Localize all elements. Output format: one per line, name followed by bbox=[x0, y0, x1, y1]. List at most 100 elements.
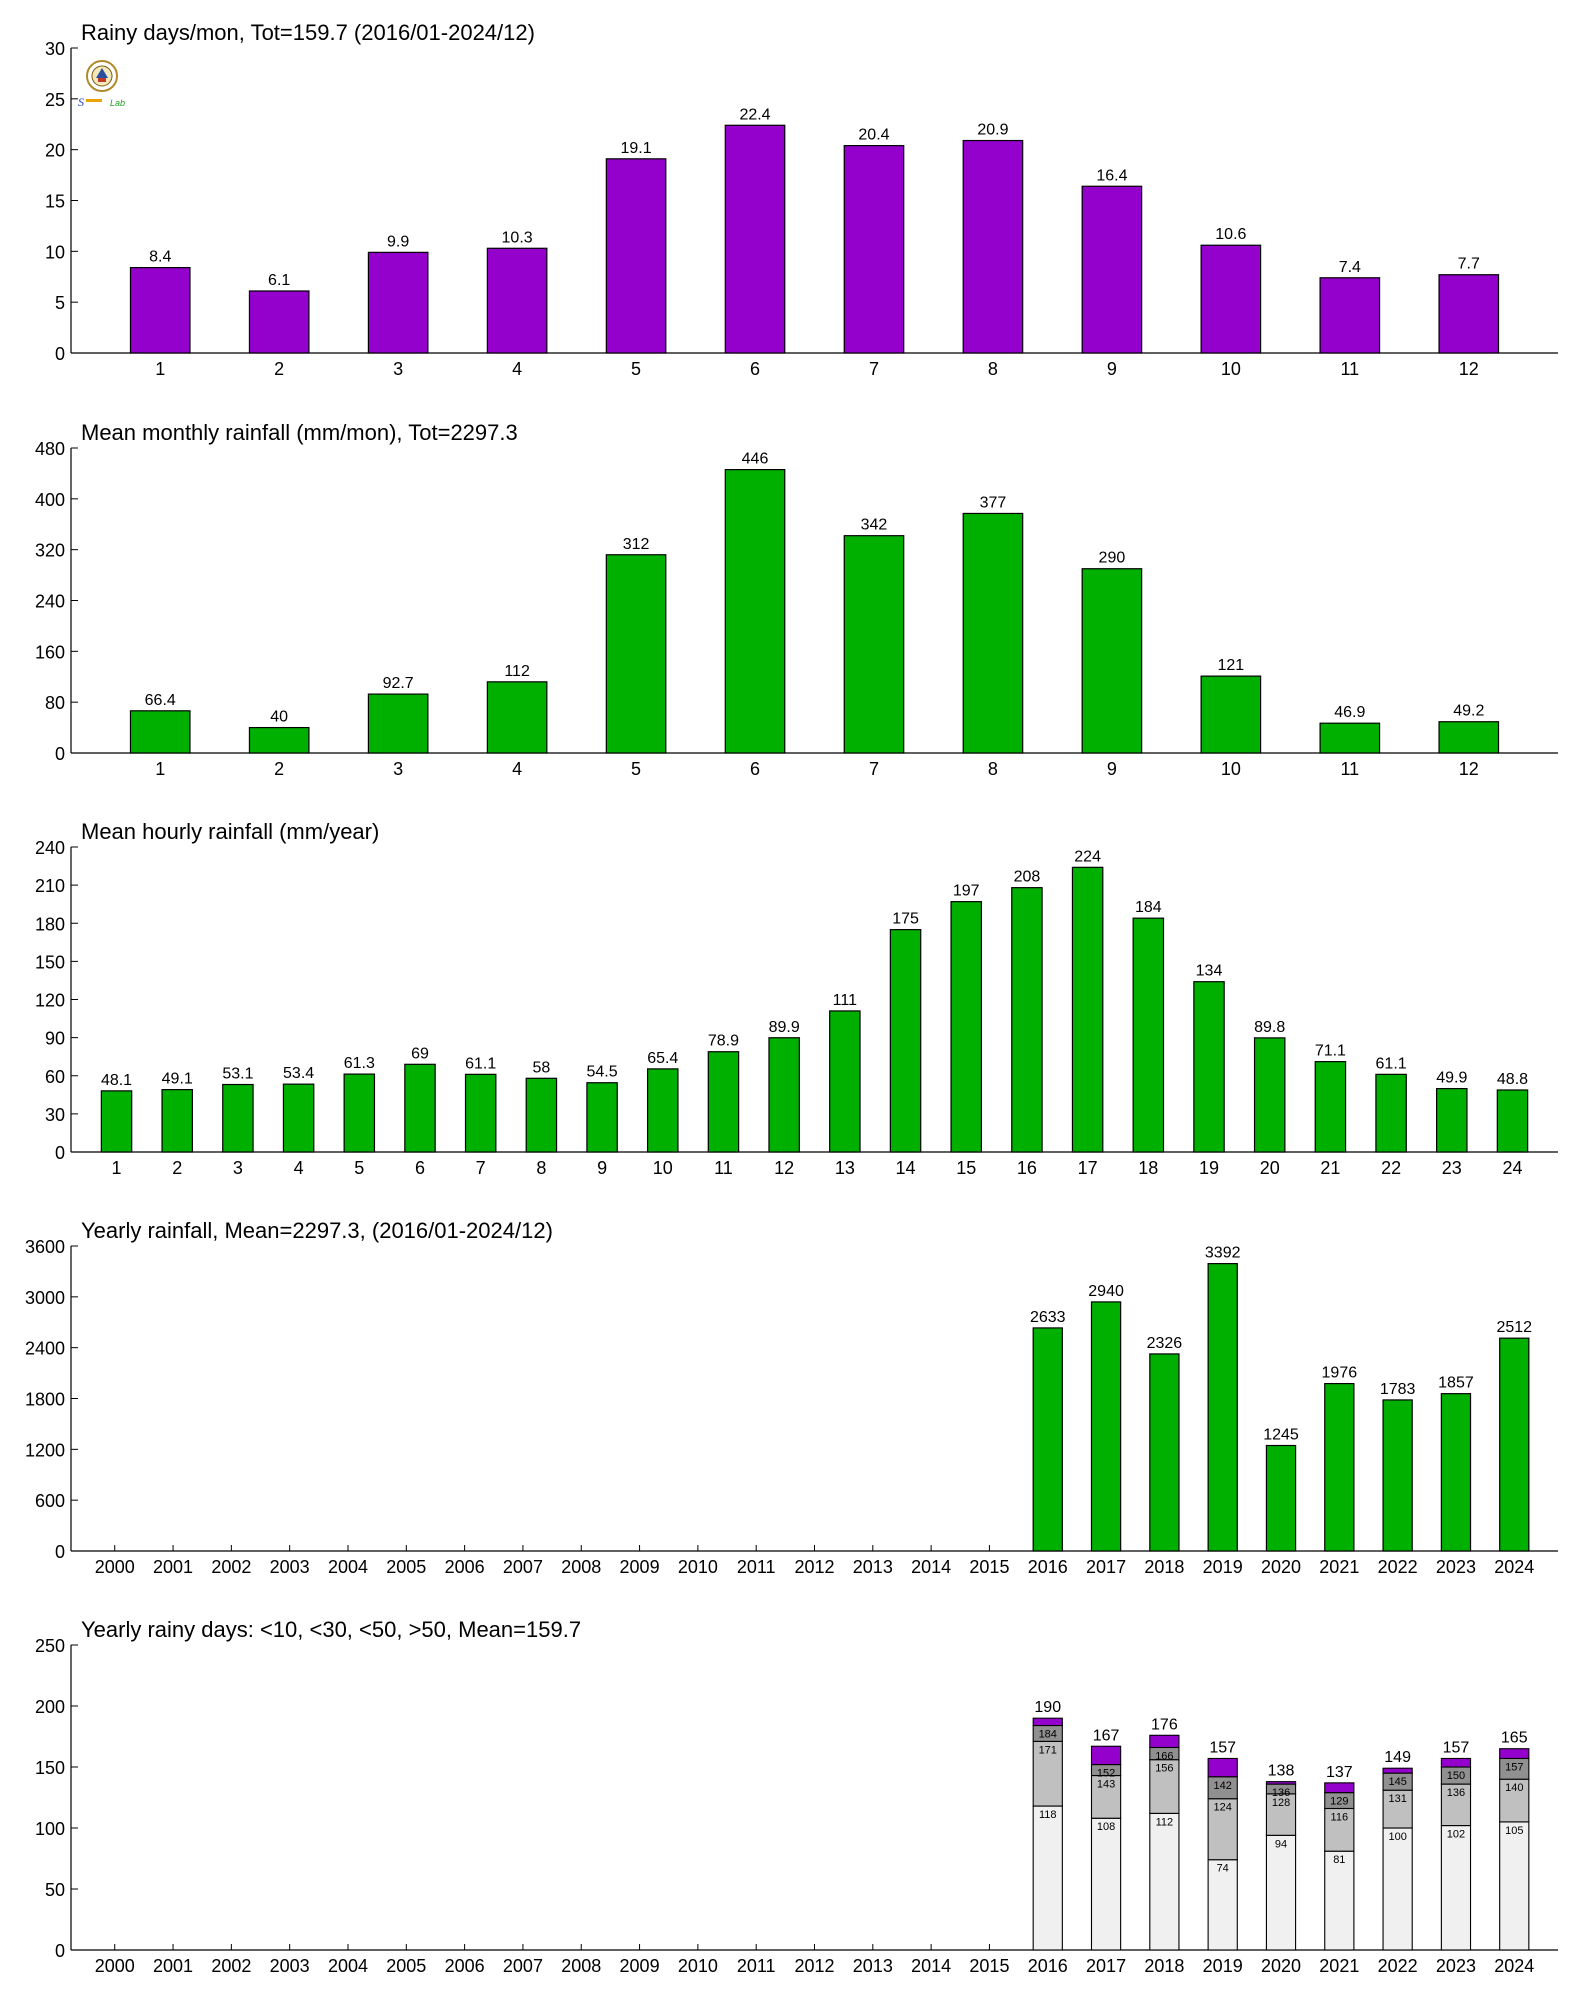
y-tick-label: 25 bbox=[45, 90, 65, 110]
y-tick-label: 250 bbox=[35, 1636, 65, 1656]
segment-value-label: 112 bbox=[1156, 1816, 1174, 1828]
chart-panel-3: Mean hourly rainfall (mm/year)0306090120… bbox=[35, 819, 1558, 1178]
bar bbox=[1499, 1337, 1530, 1552]
bar bbox=[1132, 917, 1165, 1153]
bar bbox=[1011, 887, 1043, 1153]
x-tick-label: 2008 bbox=[561, 1557, 601, 1577]
bar-value-label: 446 bbox=[742, 451, 769, 468]
y-tick-label: 5 bbox=[55, 293, 65, 313]
bar bbox=[525, 1077, 558, 1153]
bar-value-label: 184 bbox=[1135, 899, 1162, 916]
y-tick-label: 210 bbox=[35, 876, 65, 896]
bar-total-label: 149 bbox=[1384, 1749, 1411, 1766]
y-tick-label: 320 bbox=[35, 541, 65, 561]
x-tick-label: 2003 bbox=[270, 1557, 310, 1577]
chart-title: Rainy days/mon, Tot=159.7 (2016/01-2024/… bbox=[81, 20, 535, 45]
x-tick-label: 2020 bbox=[1261, 1557, 1301, 1577]
x-tick-label: 2019 bbox=[1203, 1557, 1243, 1577]
bar-value-label: 61.3 bbox=[344, 1055, 375, 1072]
bar-value-label: 290 bbox=[1099, 550, 1126, 567]
bar bbox=[486, 247, 548, 354]
stacked-segment-lt30 bbox=[1149, 1759, 1180, 1814]
bar-value-label: 197 bbox=[953, 883, 980, 900]
bar-value-label: 53.4 bbox=[283, 1065, 314, 1082]
segment-value-label: 142 bbox=[1214, 1780, 1232, 1792]
bar bbox=[367, 693, 429, 754]
x-tick-label: 7 bbox=[869, 759, 879, 779]
bar-value-label: 7.7 bbox=[1458, 256, 1480, 273]
stacked-segment-lt10 bbox=[1324, 1850, 1355, 1951]
x-tick-label: 2001 bbox=[153, 1557, 193, 1577]
bar-value-label: 22.4 bbox=[739, 106, 770, 123]
stacked-segment-lt30 bbox=[1324, 1807, 1355, 1852]
x-tick-label: 2012 bbox=[794, 1956, 834, 1976]
bar bbox=[1090, 1301, 1122, 1552]
stacked-segment-total bbox=[1382, 1767, 1413, 1774]
bar-value-label: 66.4 bbox=[145, 692, 176, 709]
bar-value-label: 175 bbox=[892, 911, 919, 928]
bar bbox=[1375, 1073, 1407, 1153]
bar bbox=[707, 1051, 740, 1153]
bar bbox=[1438, 274, 1500, 354]
y-tick-label: 20 bbox=[45, 141, 65, 161]
x-tick-label: 3 bbox=[393, 359, 403, 379]
bar-value-label: 54.5 bbox=[587, 1064, 618, 1081]
bar bbox=[605, 554, 667, 754]
segment-value-label: 81 bbox=[1333, 1854, 1345, 1866]
bar-value-label: 46.9 bbox=[1334, 704, 1365, 721]
bar-value-label: 1245 bbox=[1263, 1427, 1299, 1444]
y-tick-label: 240 bbox=[35, 592, 65, 612]
bar-value-label: 1976 bbox=[1322, 1365, 1358, 1382]
x-tick-label: 2005 bbox=[386, 1557, 426, 1577]
x-tick-label: 2016 bbox=[1028, 1557, 1068, 1577]
stacked-segment-lt10 bbox=[1440, 1825, 1472, 1951]
x-tick-label: 19 bbox=[1199, 1158, 1219, 1178]
segment-value-label: 131 bbox=[1388, 1793, 1406, 1805]
bar bbox=[248, 290, 310, 354]
x-tick-label: 2004 bbox=[328, 1956, 368, 1976]
x-tick-label: 9 bbox=[597, 1158, 607, 1178]
segment-value-label: 143 bbox=[1097, 1779, 1115, 1791]
x-tick-label: 10 bbox=[1221, 759, 1241, 779]
stacked-segment-lt30 bbox=[1090, 1774, 1122, 1819]
bar-value-label: 49.2 bbox=[1453, 703, 1484, 720]
x-tick-label: 5 bbox=[631, 759, 641, 779]
x-tick-label: 22 bbox=[1381, 1158, 1401, 1178]
x-tick-label: 2 bbox=[172, 1158, 182, 1178]
x-tick-label: 5 bbox=[631, 359, 641, 379]
x-tick-label: 2005 bbox=[386, 1956, 426, 1976]
x-tick-label: 2009 bbox=[620, 1956, 660, 1976]
segment-value-label: 136 bbox=[1447, 1787, 1465, 1799]
bar bbox=[1200, 675, 1262, 754]
bar bbox=[367, 251, 429, 354]
bar bbox=[282, 1083, 315, 1153]
segment-value-label: 105 bbox=[1505, 1825, 1523, 1837]
stacked-segment-total bbox=[1090, 1745, 1122, 1766]
bar bbox=[1071, 866, 1104, 1153]
bar bbox=[1319, 722, 1381, 754]
segment-value-label: 152 bbox=[1097, 1768, 1115, 1780]
segment-value-label: 145 bbox=[1388, 1776, 1406, 1788]
x-tick-label: 2024 bbox=[1494, 1956, 1534, 1976]
y-tick-label: 100 bbox=[35, 1819, 65, 1839]
x-tick-label: 18 bbox=[1138, 1158, 1158, 1178]
y-tick-label: 30 bbox=[45, 39, 65, 59]
stacked-segment-total bbox=[1324, 1782, 1355, 1794]
x-tick-label: 1 bbox=[112, 1158, 122, 1178]
segment-value-label: 166 bbox=[1155, 1750, 1173, 1762]
bar-value-label: 49.1 bbox=[162, 1071, 193, 1088]
x-tick-label: 2016 bbox=[1028, 1956, 1068, 1976]
x-tick-label: 2006 bbox=[445, 1557, 485, 1577]
x-tick-label: 2004 bbox=[328, 1557, 368, 1577]
x-tick-label: 12 bbox=[1459, 759, 1479, 779]
chart-title: Yearly rainfall, Mean=2297.3, (2016/01-2… bbox=[81, 1218, 553, 1243]
bar-value-label: 69 bbox=[411, 1045, 429, 1062]
bar bbox=[1253, 1037, 1286, 1153]
x-tick-label: 2022 bbox=[1378, 1956, 1418, 1976]
bar-value-label: 61.1 bbox=[1376, 1055, 1407, 1072]
y-tick-label: 120 bbox=[35, 991, 65, 1011]
bar-value-label: 9.9 bbox=[387, 233, 409, 250]
bar-total-label: 190 bbox=[1034, 1699, 1061, 1716]
bar bbox=[843, 535, 905, 754]
y-tick-label: 1200 bbox=[25, 1440, 65, 1460]
